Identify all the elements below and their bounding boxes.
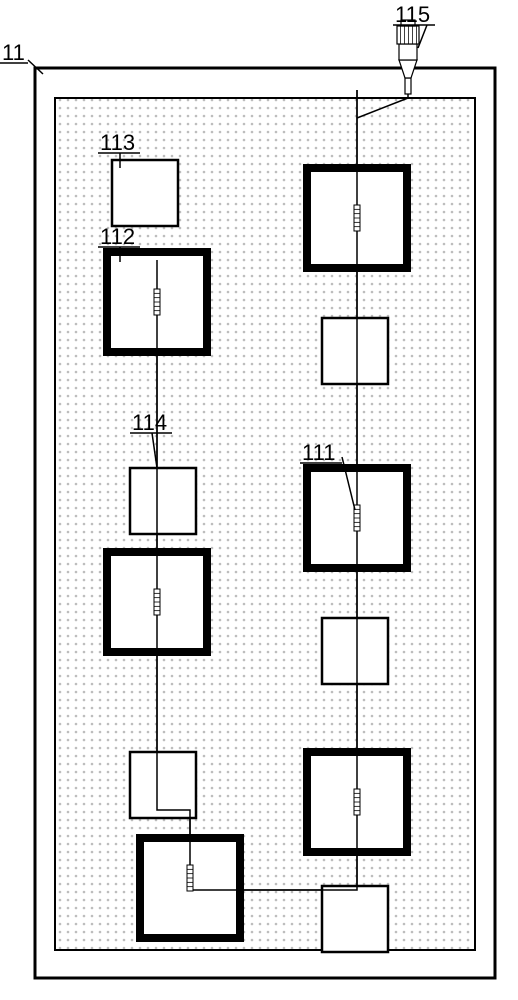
small-box: [112, 160, 178, 226]
small-box: [130, 752, 196, 818]
grating: [354, 205, 360, 231]
small-box: [322, 886, 388, 952]
grating: [354, 789, 360, 815]
callout-label: 11: [2, 40, 25, 65]
small-box: [322, 618, 388, 684]
grating: [154, 289, 160, 315]
callout-label: 111: [302, 440, 335, 465]
callout-label: 114: [132, 410, 167, 435]
callout-label: 113: [100, 130, 135, 155]
callout: 11: [0, 40, 43, 74]
grating: [154, 589, 160, 615]
small-box: [322, 318, 388, 384]
callout-label: 112: [100, 224, 135, 249]
callout-label: 115: [395, 2, 430, 27]
small-box: [130, 468, 196, 534]
grating: [187, 865, 193, 891]
